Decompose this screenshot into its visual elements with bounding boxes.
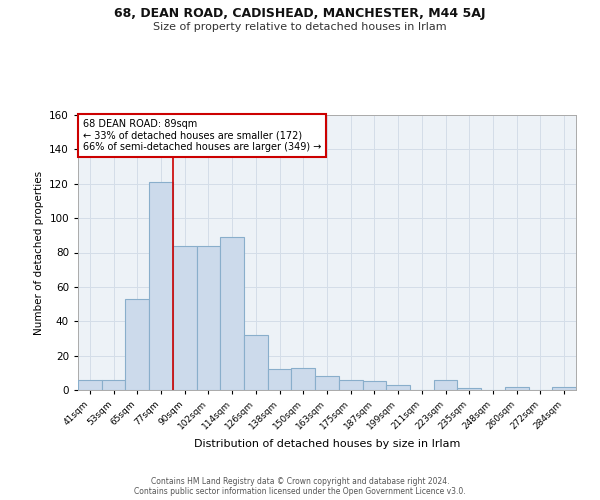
X-axis label: Distribution of detached houses by size in Irlam: Distribution of detached houses by size … bbox=[194, 440, 460, 450]
Bar bbox=[505, 386, 529, 390]
Bar bbox=[244, 335, 268, 390]
Bar bbox=[457, 388, 481, 390]
Bar bbox=[339, 380, 362, 390]
Bar bbox=[102, 380, 125, 390]
Text: 68 DEAN ROAD: 89sqm
← 33% of detached houses are smaller (172)
66% of semi-detac: 68 DEAN ROAD: 89sqm ← 33% of detached ho… bbox=[83, 119, 322, 152]
Bar bbox=[173, 246, 197, 390]
Bar bbox=[268, 370, 292, 390]
Bar bbox=[292, 368, 315, 390]
Text: Size of property relative to detached houses in Irlam: Size of property relative to detached ho… bbox=[153, 22, 447, 32]
Text: Contains public sector information licensed under the Open Government Licence v3: Contains public sector information licen… bbox=[134, 488, 466, 496]
Bar bbox=[386, 385, 410, 390]
Bar bbox=[362, 382, 386, 390]
Bar bbox=[434, 380, 457, 390]
Bar bbox=[125, 299, 149, 390]
Bar bbox=[78, 380, 102, 390]
Bar bbox=[149, 182, 173, 390]
Bar bbox=[197, 246, 220, 390]
Bar bbox=[552, 386, 576, 390]
Y-axis label: Number of detached properties: Number of detached properties bbox=[34, 170, 44, 334]
Bar bbox=[220, 237, 244, 390]
Text: Contains HM Land Registry data © Crown copyright and database right 2024.: Contains HM Land Registry data © Crown c… bbox=[151, 478, 449, 486]
Bar bbox=[315, 376, 339, 390]
Text: 68, DEAN ROAD, CADISHEAD, MANCHESTER, M44 5AJ: 68, DEAN ROAD, CADISHEAD, MANCHESTER, M4… bbox=[114, 8, 486, 20]
